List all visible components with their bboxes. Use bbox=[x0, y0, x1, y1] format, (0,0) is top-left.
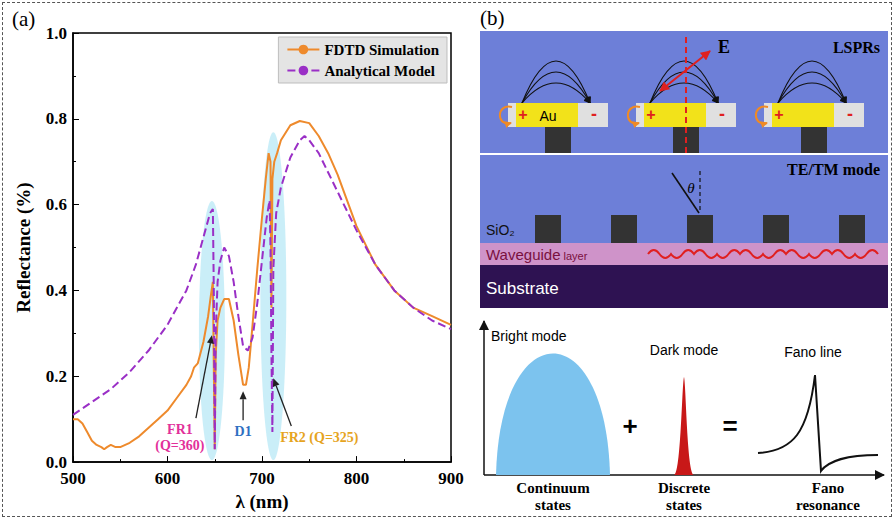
svg-text:(Q=360): (Q=360) bbox=[155, 438, 205, 454]
svg-text:+: + bbox=[646, 106, 655, 123]
svg-text:Discrete: Discrete bbox=[658, 480, 711, 496]
svg-text:0.4: 0.4 bbox=[46, 281, 68, 300]
svg-text:Substrate: Substrate bbox=[486, 279, 559, 298]
svg-text:Bright mode: Bright mode bbox=[491, 328, 567, 344]
svg-text:-: - bbox=[591, 104, 597, 124]
svg-text:Waveguidelayer: Waveguidelayer bbox=[486, 246, 588, 263]
svg-text:-: - bbox=[719, 104, 725, 124]
svg-text:900: 900 bbox=[438, 469, 464, 488]
svg-text:Reflectance (%): Reflectance (%) bbox=[13, 182, 35, 312]
svg-text:(b): (b) bbox=[480, 6, 505, 30]
svg-text:FDTD Simulation: FDTD Simulation bbox=[324, 42, 439, 58]
svg-text:TE/TM mode: TE/TM mode bbox=[787, 161, 880, 178]
svg-text:+: + bbox=[774, 106, 783, 123]
svg-text:LSPRs: LSPRs bbox=[833, 39, 880, 56]
svg-text:1.0: 1.0 bbox=[46, 24, 67, 43]
svg-text:=: = bbox=[722, 411, 737, 441]
svg-text:500: 500 bbox=[60, 469, 86, 488]
svg-text:Analytical Model: Analytical Model bbox=[324, 63, 434, 79]
svg-text:Fano: Fano bbox=[812, 480, 845, 496]
svg-text:Au: Au bbox=[539, 108, 556, 124]
svg-text:Dark mode: Dark mode bbox=[650, 342, 719, 358]
svg-text:800: 800 bbox=[344, 469, 370, 488]
svg-text:700: 700 bbox=[249, 469, 275, 488]
svg-text:0.8: 0.8 bbox=[46, 109, 67, 128]
svg-text:0.2: 0.2 bbox=[46, 367, 67, 386]
svg-text:Fano line: Fano line bbox=[784, 344, 842, 360]
svg-text:+: + bbox=[518, 106, 527, 123]
svg-text:λ (nm): λ (nm) bbox=[235, 491, 288, 513]
svg-text:-: - bbox=[847, 104, 853, 124]
svg-text:E: E bbox=[718, 37, 730, 57]
svg-text:FR1: FR1 bbox=[167, 422, 193, 437]
svg-text:resonance: resonance bbox=[796, 497, 860, 513]
svg-text:Continuum: Continuum bbox=[516, 480, 590, 496]
svg-text:600: 600 bbox=[155, 469, 181, 488]
svg-text:FR2 (Q=325): FR2 (Q=325) bbox=[280, 430, 359, 446]
svg-text:SiO₂: SiO₂ bbox=[486, 222, 515, 238]
svg-text:0.0: 0.0 bbox=[45, 452, 67, 472]
svg-text:θ: θ bbox=[687, 180, 695, 196]
svg-text:states: states bbox=[535, 497, 571, 513]
svg-text:+: + bbox=[622, 411, 637, 441]
svg-text:states: states bbox=[666, 497, 702, 513]
svg-text:D1: D1 bbox=[235, 424, 252, 439]
svg-text:0.6: 0.6 bbox=[46, 195, 67, 214]
svg-text:(a): (a) bbox=[12, 7, 35, 31]
